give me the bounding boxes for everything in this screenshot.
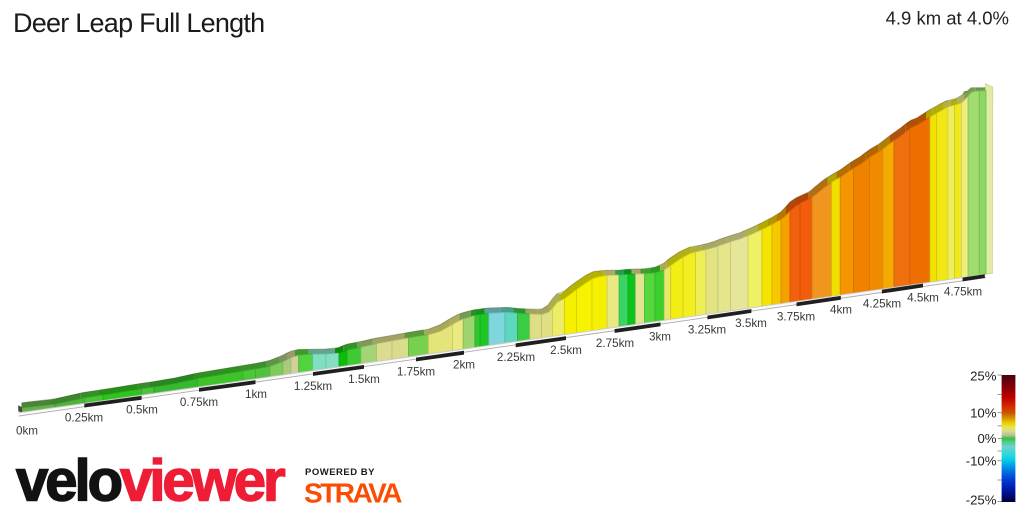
svg-text:2.75km: 2.75km [596, 337, 634, 350]
svg-text:1.25km: 1.25km [294, 380, 332, 393]
svg-text:3.5km: 3.5km [735, 317, 767, 330]
svg-text:1km: 1km [245, 388, 267, 401]
svg-text:Deer Leap Full Length: Deer Leap Full Length [13, 8, 264, 38]
svg-text:0%: 0% [977, 431, 996, 446]
svg-text:0.75km: 0.75km [180, 396, 218, 409]
svg-text:4km: 4km [830, 304, 852, 317]
svg-text:3.75km: 3.75km [777, 310, 815, 323]
svg-text:-25%: -25% [966, 493, 997, 508]
svg-text:4.9 km at 4.0%: 4.9 km at 4.0% [886, 8, 1009, 29]
svg-text:4.5km: 4.5km [907, 291, 939, 304]
svg-text:4.75km: 4.75km [944, 285, 982, 298]
svg-text:3.25km: 3.25km [688, 323, 726, 336]
svg-text:POWERED BY: POWERED BY [305, 467, 375, 478]
svg-text:1.75km: 1.75km [397, 365, 435, 378]
svg-text:2.25km: 2.25km [497, 351, 535, 364]
svg-text:0.5km: 0.5km [126, 404, 158, 417]
svg-text:10%: 10% [970, 406, 997, 421]
svg-text:0.25km: 0.25km [65, 412, 103, 425]
svg-text:2.5km: 2.5km [550, 344, 582, 357]
svg-text:0km: 0km [16, 425, 38, 438]
svg-text:25%: 25% [970, 368, 997, 383]
svg-text:1.5km: 1.5km [348, 373, 380, 386]
svg-text:2km: 2km [453, 359, 475, 372]
svg-text:4.25km: 4.25km [863, 298, 901, 311]
svg-text:-10%: -10% [966, 453, 997, 468]
svg-text:3km: 3km [649, 330, 671, 343]
svg-text:STRAVA: STRAVA [304, 478, 402, 509]
svg-text:veloviewer: veloviewer [16, 449, 285, 513]
